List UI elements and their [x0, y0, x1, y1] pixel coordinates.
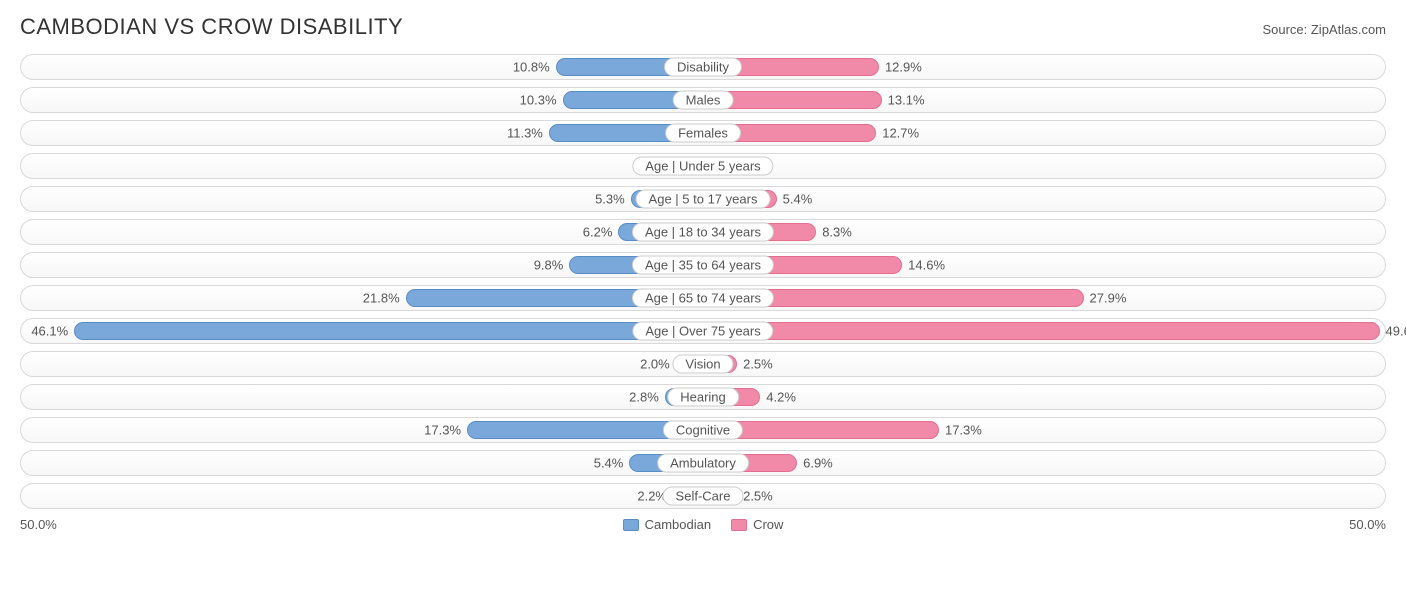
- category-label: Self-Care: [663, 487, 744, 506]
- value-left: 5.3%: [595, 192, 625, 207]
- value-right: 27.9%: [1090, 291, 1127, 306]
- chart-header: CAMBODIAN VS CROW DISABILITY Source: Zip…: [20, 14, 1386, 40]
- value-right: 2.5%: [743, 489, 773, 504]
- bar-row: 17.3% 17.3% Cognitive: [20, 417, 1386, 443]
- bar-row: 5.4% 6.9% Ambulatory: [20, 450, 1386, 476]
- bar-row: 11.3% 12.7% Females: [20, 120, 1386, 146]
- value-right: 12.7%: [882, 126, 919, 141]
- value-right: 5.4%: [783, 192, 813, 207]
- legend-label-right: Crow: [753, 517, 783, 532]
- category-label: Vision: [672, 355, 733, 374]
- legend: Cambodian Crow: [623, 517, 784, 532]
- legend-label-left: Cambodian: [645, 517, 712, 532]
- chart-rows: 10.8% 12.9% Disability 10.3% 13.1% Males 11.3%…: [20, 54, 1386, 509]
- value-left: 6.2%: [583, 225, 613, 240]
- value-right: 13.1%: [888, 93, 925, 108]
- category-label: Age | 65 to 74 years: [632, 289, 774, 308]
- category-label: Age | 18 to 34 years: [632, 223, 774, 242]
- bar-right: [703, 322, 1380, 340]
- value-right: 2.5%: [743, 357, 773, 372]
- category-label: Age | Under 5 years: [632, 157, 773, 176]
- value-right: 12.9%: [885, 60, 922, 75]
- bar-left: [74, 322, 703, 340]
- legend-item-right: Crow: [731, 517, 783, 532]
- value-right: 14.6%: [908, 258, 945, 273]
- bar-row: 2.2%2.5%Self-Care: [20, 483, 1386, 509]
- value-left: 5.4%: [594, 456, 624, 471]
- value-right: 4.2%: [766, 390, 796, 405]
- category-label: Age | Over 75 years: [632, 322, 773, 341]
- value-right: 6.9%: [803, 456, 833, 471]
- bar-row: 2.0% 2.5% Vision: [20, 351, 1386, 377]
- chart-source: Source: ZipAtlas.com: [1262, 22, 1386, 37]
- chart-title: CAMBODIAN VS CROW DISABILITY: [20, 14, 403, 40]
- legend-item-left: Cambodian: [623, 517, 712, 532]
- value-right: 49.6%: [1386, 324, 1406, 339]
- value-left: 11.3%: [507, 126, 543, 141]
- value-left: 9.8%: [534, 258, 564, 273]
- bar-row: 10.8% 12.9% Disability: [20, 54, 1386, 80]
- legend-swatch-left: [623, 519, 639, 531]
- category-label: Ambulatory: [657, 454, 749, 473]
- legend-swatch-right: [731, 519, 747, 531]
- value-left: 10.8%: [513, 60, 550, 75]
- value-left: 46.1%: [31, 324, 68, 339]
- chart-footer: 50.0% Cambodian Crow 50.0%: [20, 517, 1386, 532]
- bar-row: 46.1%49.6%Age | Over 75 years: [20, 318, 1386, 344]
- category-label: Age | 5 to 17 years: [636, 190, 771, 209]
- category-label: Disability: [664, 58, 742, 77]
- value-left: 17.3%: [424, 423, 461, 438]
- value-left: 2.8%: [629, 390, 659, 405]
- value-left: 10.3%: [520, 93, 557, 108]
- bar-row: 10.3% 13.1% Males: [20, 87, 1386, 113]
- bar-row: 1.2%1.2%Age | Under 5 years: [20, 153, 1386, 179]
- category-label: Age | 35 to 64 years: [632, 256, 774, 275]
- bar-row: 2.8% 4.2% Hearing: [20, 384, 1386, 410]
- axis-right-max: 50.0%: [1349, 517, 1386, 532]
- value-right: 8.3%: [822, 225, 852, 240]
- bar-row: 5.3% 5.4% Age | 5 to 17 years: [20, 186, 1386, 212]
- category-label: Hearing: [667, 388, 739, 407]
- category-label: Females: [665, 124, 741, 143]
- bar-row: 21.8% 27.9% Age | 65 to 74 years: [20, 285, 1386, 311]
- bar-row: 9.8% 14.6% Age | 35 to 64 years: [20, 252, 1386, 278]
- value-left: 2.0%: [640, 357, 670, 372]
- value-left: 21.8%: [363, 291, 400, 306]
- category-label: Males: [673, 91, 734, 110]
- category-label: Cognitive: [663, 421, 743, 440]
- bar-row: 6.2% 8.3% Age | 18 to 34 years: [20, 219, 1386, 245]
- axis-left-max: 50.0%: [20, 517, 57, 532]
- value-right: 17.3%: [945, 423, 982, 438]
